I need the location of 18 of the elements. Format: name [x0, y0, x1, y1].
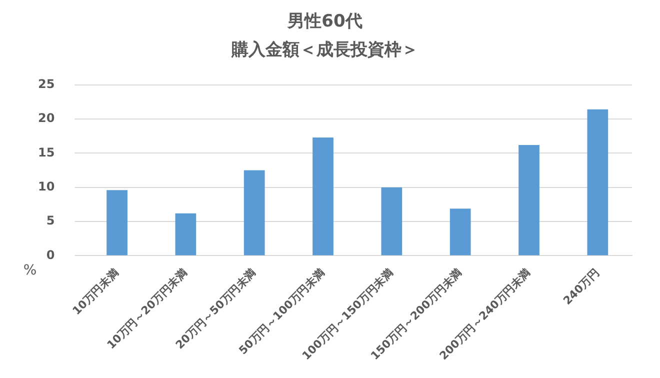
x-tick-label: 10万円未満	[70, 266, 122, 318]
y-axis-title: %	[23, 262, 37, 278]
y-tick-label: 5	[46, 214, 55, 228]
bar	[450, 208, 471, 256]
bar	[381, 187, 402, 256]
chart-title: 男性60代	[286, 12, 362, 32]
bar	[244, 170, 265, 256]
bar	[587, 109, 608, 256]
y-tick-label: 25	[38, 76, 55, 91]
bar	[175, 213, 196, 256]
bar	[312, 137, 334, 256]
chart-subtitle: 購入金額＜成長投資枠＞	[230, 40, 418, 60]
bar	[518, 144, 540, 256]
y-tick-label: 0	[46, 248, 55, 262]
y-tick-label: 10	[38, 179, 55, 194]
bar	[106, 190, 128, 256]
y-tick-label: 15	[38, 145, 55, 160]
y-tick-label: 20	[38, 111, 55, 126]
